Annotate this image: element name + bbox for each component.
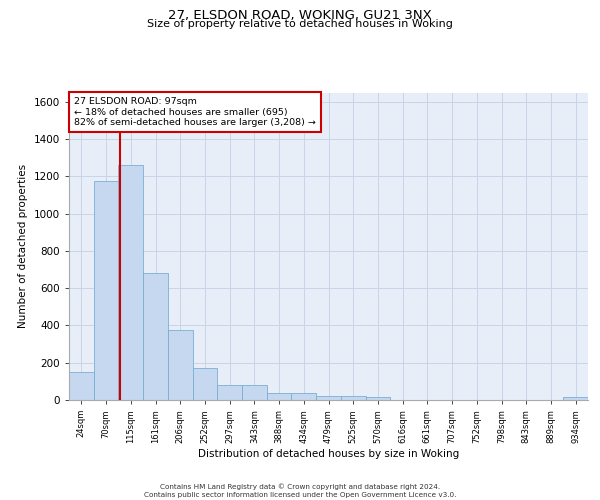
Bar <box>267 394 292 400</box>
Bar <box>292 394 316 400</box>
Bar <box>341 396 365 400</box>
Text: 27 ELSDON ROAD: 97sqm
← 18% of detached houses are smaller (695)
82% of semi-det: 27 ELSDON ROAD: 97sqm ← 18% of detached … <box>74 97 316 127</box>
Bar <box>217 385 242 400</box>
Bar <box>563 397 588 400</box>
X-axis label: Distribution of detached houses by size in Woking: Distribution of detached houses by size … <box>198 448 459 458</box>
Bar <box>316 396 341 400</box>
Bar <box>118 165 143 400</box>
Bar <box>143 274 168 400</box>
Bar <box>242 385 267 400</box>
Bar <box>94 181 118 400</box>
Text: 27, ELSDON ROAD, WOKING, GU21 3NX: 27, ELSDON ROAD, WOKING, GU21 3NX <box>168 9 432 22</box>
Bar <box>193 368 217 400</box>
Bar <box>365 397 390 400</box>
Y-axis label: Number of detached properties: Number of detached properties <box>18 164 28 328</box>
Bar <box>69 372 94 400</box>
Bar <box>168 330 193 400</box>
Text: Contains HM Land Registry data © Crown copyright and database right 2024.
Contai: Contains HM Land Registry data © Crown c… <box>144 484 456 498</box>
Text: Size of property relative to detached houses in Woking: Size of property relative to detached ho… <box>147 19 453 29</box>
